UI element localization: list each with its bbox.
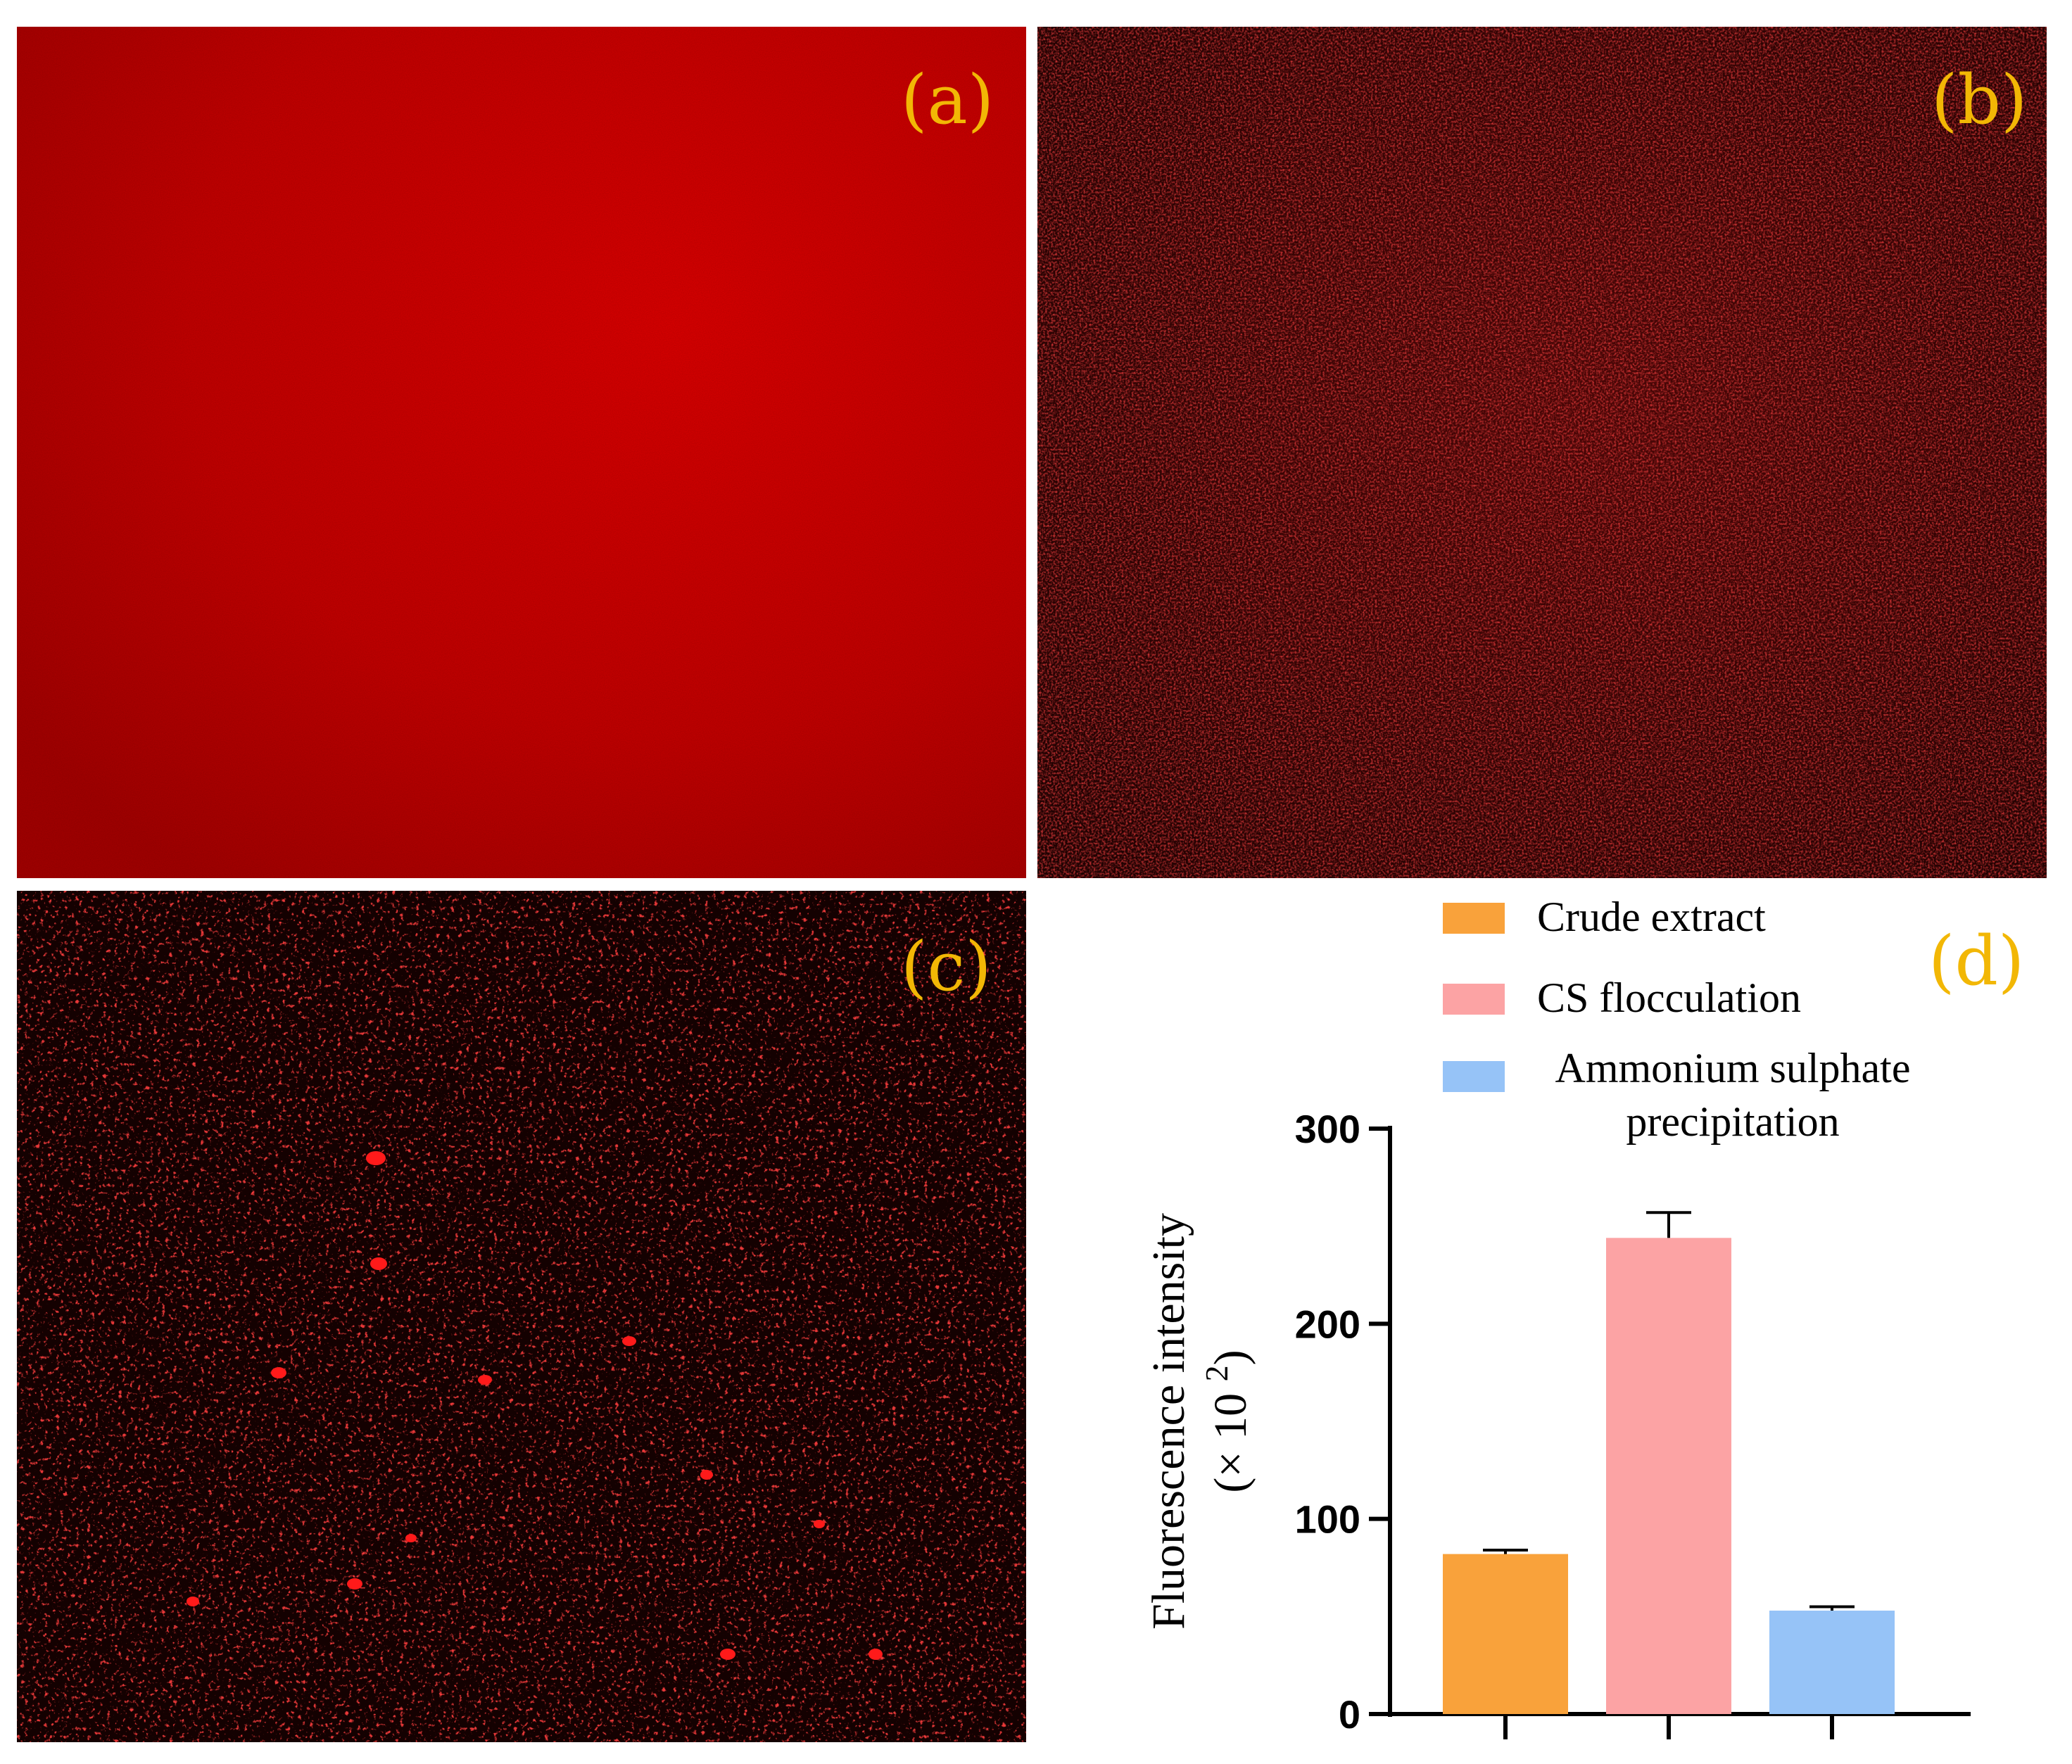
legend-swatch-0 [1443, 903, 1505, 934]
micrograph-panel-b: (b) [1037, 27, 2047, 878]
y-axis: 0 100 200 300 [1295, 1107, 1392, 1737]
y-tick-label-1: 100 [1295, 1497, 1360, 1542]
y-axis-unit-base: (× 10 [1205, 1381, 1256, 1492]
y-tick-label-3: 300 [1295, 1107, 1360, 1151]
y-axis-label: Fluorescence intensity (× 10 2) [1143, 1213, 1256, 1630]
bar-chart: Crude extract CS flocculation Ammonium sul… [1143, 894, 1971, 1739]
legend-label-line: CS flocculation [1537, 975, 1801, 1021]
micrograph-panel-a: (a) [17, 27, 1026, 878]
bar-2 [1769, 1611, 1895, 1714]
legend-label-line: precipitation [1626, 1098, 1839, 1145]
y-tick-label-2: 200 [1295, 1302, 1360, 1346]
legend-label-0: Crude extract [1537, 894, 1766, 940]
legend-swatch-2 [1443, 1061, 1505, 1092]
panel-label-c: (c) [901, 927, 992, 1006]
legend-label-line: Crude extract [1537, 894, 1766, 940]
bars [1443, 1211, 1895, 1714]
micrograph-image-b [1037, 27, 2047, 878]
bar-1 [1606, 1238, 1731, 1714]
micrograph-image-c [17, 891, 1026, 1742]
legend-label-line: Ammonium sulphate [1555, 1045, 1911, 1091]
y-axis-unit-exponent: 2 [1199, 1365, 1234, 1381]
y-axis-title: Fluorescence intensity [1143, 1213, 1194, 1630]
chart-legend: Crude extract CS flocculation Ammonium sul… [1443, 894, 1910, 1145]
bar-0 [1443, 1554, 1568, 1714]
y-axis-unit-close: ) [1205, 1350, 1256, 1365]
panel-label-a: (a) [901, 61, 994, 139]
panel-label-d: (d) [1928, 922, 2025, 1001]
y-tick-label-0: 0 [1339, 1692, 1360, 1737]
legend-label-1: CS flocculation [1537, 975, 1801, 1021]
legend-swatch-1 [1443, 984, 1505, 1015]
micrograph-image-a [17, 27, 1026, 878]
legend-label-2: Ammonium sulphate precipitation [1555, 1045, 1911, 1145]
x-axis [1388, 1712, 1971, 1739]
panel-label-b: (b) [1931, 61, 2028, 139]
y-axis-unit: (× 10 2) [1199, 1350, 1256, 1492]
micrograph-panel-c: (c) [17, 891, 1026, 1742]
